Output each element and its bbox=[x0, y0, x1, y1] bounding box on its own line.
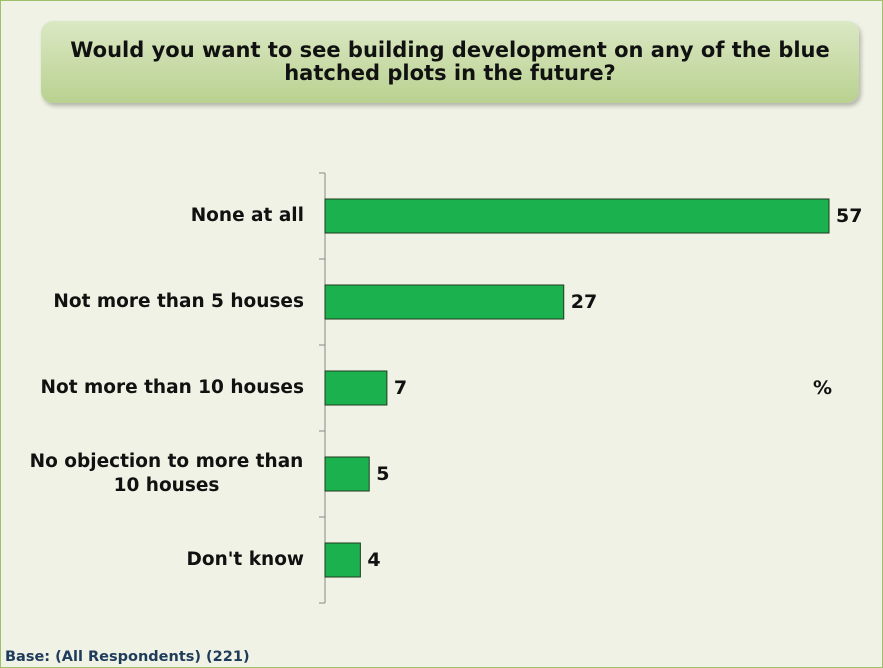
data-label: 7 bbox=[393, 377, 408, 399]
y-tick-label: Not more than 5 houses bbox=[53, 291, 304, 312]
data-label: 57 bbox=[836, 205, 863, 227]
bar bbox=[324, 370, 388, 406]
chart-title: Would you want to see building developme… bbox=[70, 38, 830, 85]
y-tick-label: Not more than 10 houses bbox=[40, 377, 305, 398]
title-box: Would you want to see building developme… bbox=[41, 21, 859, 103]
bar bbox=[324, 542, 361, 578]
base-note: Base: (All Respondents) (221) bbox=[5, 649, 250, 665]
y-tick-label: No objection to more than 10 houses bbox=[29, 451, 304, 496]
bar bbox=[324, 198, 830, 234]
bar bbox=[324, 456, 370, 492]
data-label: 27 bbox=[570, 291, 598, 313]
y-tick-label: None at all bbox=[190, 205, 304, 226]
unit-label: % bbox=[813, 377, 833, 399]
data-label: 5 bbox=[376, 463, 390, 485]
y-tick-label: Don't know bbox=[186, 549, 304, 570]
bar bbox=[324, 284, 565, 320]
data-label: 4 bbox=[367, 549, 381, 571]
